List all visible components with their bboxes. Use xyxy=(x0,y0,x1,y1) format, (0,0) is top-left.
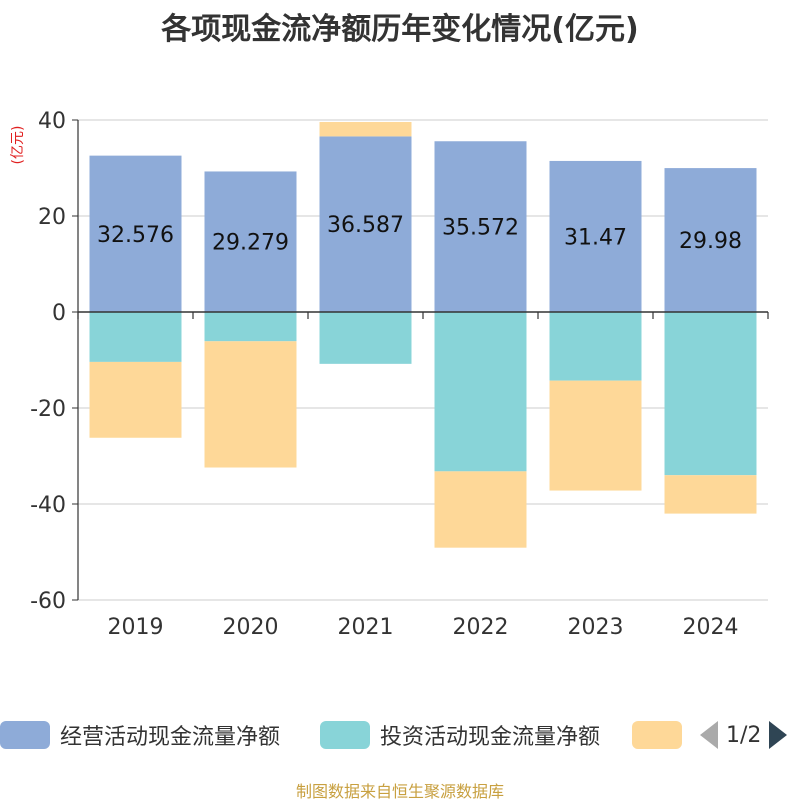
bar-value-label: 36.587 xyxy=(327,213,404,238)
legend-swatch-operating xyxy=(0,721,50,749)
x-category-label: 2023 xyxy=(568,615,624,640)
bar-value-label: 31.47 xyxy=(564,225,627,250)
y-axis-label: (亿元) xyxy=(10,126,26,165)
bar-value-label: 29.279 xyxy=(212,231,289,256)
legend-item-operating[interactable]: 经营活动现金流量净额 xyxy=(0,720,280,750)
y-tick-label: -20 xyxy=(30,397,66,422)
bar-series-2-2024 xyxy=(664,475,757,514)
bar-series-1-2019 xyxy=(89,312,182,362)
x-category-label: 2021 xyxy=(338,615,394,640)
bar-series-1-2023 xyxy=(549,312,642,381)
bar-series-0-2024 xyxy=(664,168,757,312)
legend-page-indicator: 1/2 xyxy=(726,722,762,748)
bar-value-label: 29.98 xyxy=(679,229,742,254)
legend-swatch-financing xyxy=(632,721,682,749)
bar-series-0-2019 xyxy=(89,155,182,312)
bar-series-1-2020 xyxy=(204,312,297,342)
y-tick-label: 0 xyxy=(52,301,66,326)
legend-label-operating: 经营活动现金流量净额 xyxy=(60,725,281,750)
next-page-icon[interactable] xyxy=(769,721,788,749)
y-tick-label: -40 xyxy=(30,493,66,518)
bar-series-1-2024 xyxy=(664,312,757,476)
legend-item-investing[interactable]: 投资活动现金流量净额 xyxy=(320,720,600,750)
x-category-label: 2019 xyxy=(108,615,164,640)
bar-series-1-2022 xyxy=(434,312,527,472)
bar-series-2-2021 xyxy=(319,121,412,137)
bar-series-0-2020 xyxy=(204,171,297,312)
bar-series-0-2021 xyxy=(319,136,412,312)
chart-title: 各项现金流净额历年变化情况(亿元) xyxy=(161,12,639,47)
bar-series-1-2021 xyxy=(319,312,412,364)
bar-value-label: 32.576 xyxy=(97,223,174,248)
bars xyxy=(89,121,757,548)
bar-series-2-2019 xyxy=(89,361,182,438)
bar-value-label: 35.572 xyxy=(442,216,519,241)
bar-series-0-2023 xyxy=(549,160,642,312)
y-tick-label: 40 xyxy=(38,109,66,134)
x-category-label: 2022 xyxy=(453,615,509,640)
y-tick-label: -60 xyxy=(30,589,66,614)
bar-series-2-2022 xyxy=(434,471,527,548)
legend-label-investing: 投资活动现金流量净额 xyxy=(380,725,601,750)
axes: 40 20 0 -20 -40 -60 2019 2020 2021 2022 2023 2024 xyxy=(30,109,769,640)
source-note: 制图数据来自恒生聚源数据库 xyxy=(295,782,504,801)
x-category-label: 2020 xyxy=(223,615,279,640)
legend: 经营活动现金流量净额 投资活动现金流量净额 1/2 xyxy=(0,712,800,756)
prev-page-icon[interactable] xyxy=(700,721,718,749)
bar-series-2-2023 xyxy=(549,380,642,491)
bar-series-2-2020 xyxy=(204,341,297,468)
y-tick-label: 20 xyxy=(38,205,66,230)
x-category-label: 2024 xyxy=(683,615,739,640)
bar-series-0-2022 xyxy=(434,141,527,312)
legend-item-financing[interactable] xyxy=(632,720,682,750)
data-labels: 32.576 29.279 36.587 35.572 31.47 29.98 xyxy=(97,213,742,256)
legend-pager: 1/2 xyxy=(700,720,788,750)
legend-swatch-investing xyxy=(320,721,370,749)
